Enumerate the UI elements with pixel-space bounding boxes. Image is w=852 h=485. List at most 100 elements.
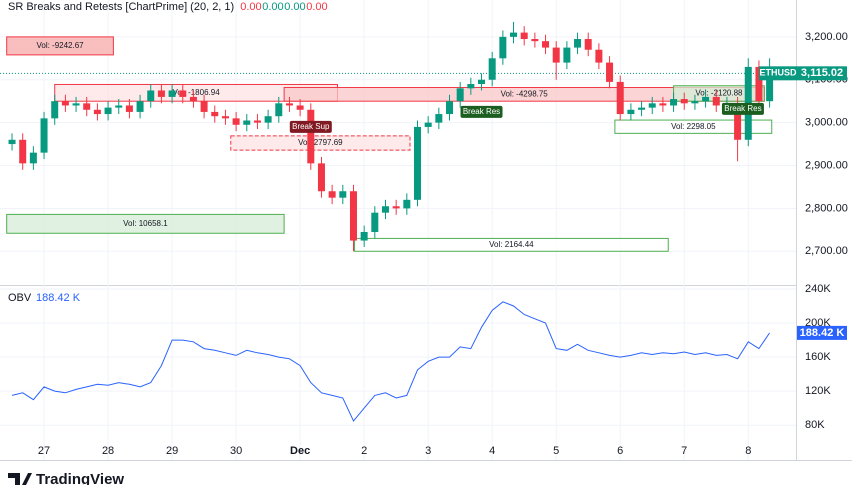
- candle-body: [574, 39, 582, 48]
- candle-body: [616, 81, 624, 115]
- candle-body: [168, 90, 176, 97]
- candle-body: [317, 163, 325, 192]
- break-tag-label: Break Res: [463, 107, 500, 116]
- candle-body: [296, 105, 304, 110]
- symbol-label: ETHUSD: [759, 68, 797, 78]
- candle-body: [381, 206, 389, 213]
- x-tick-label: 8: [745, 445, 751, 457]
- candle-body: [328, 191, 336, 198]
- zone-label: Vol: -1806.94: [173, 88, 221, 97]
- x-tick-label: Dec: [290, 445, 310, 457]
- symbol-badge: [759, 66, 797, 81]
- candle-body: [542, 41, 550, 48]
- candle-body: [232, 118, 240, 125]
- candle-body: [403, 199, 411, 209]
- candle-body: [648, 103, 656, 108]
- zone-label: Vol: -9242.67: [36, 41, 84, 50]
- obv-title: OBV: [8, 292, 32, 304]
- sr-zone: [354, 237, 669, 252]
- x-tick-label: 6: [617, 445, 623, 457]
- price-badge: [797, 66, 847, 81]
- zone-label: Vol: -4298.75: [501, 89, 549, 98]
- candle-body: [8, 139, 16, 145]
- candle-body: [531, 39, 539, 42]
- x-tick-label: 5: [553, 445, 559, 457]
- candle-body: [285, 103, 293, 106]
- candle-body: [499, 36, 507, 59]
- candle-body: [40, 118, 48, 153]
- candle-body: [243, 120, 251, 125]
- y-tick-label: 2,900.00: [805, 159, 848, 171]
- indicator-value: 0.00: [262, 1, 283, 13]
- candle-body: [606, 62, 614, 82]
- candle-body: [275, 103, 283, 117]
- candle-body: [211, 111, 219, 117]
- candle-body: [61, 101, 69, 106]
- candle-body: [349, 191, 357, 241]
- price-label: 3,115.02: [801, 67, 843, 79]
- y-tick-label: 240K: [805, 283, 831, 295]
- candle-body: [360, 231, 368, 241]
- candle-body: [552, 47, 560, 63]
- indicator-value: 0.00: [240, 1, 261, 13]
- x-tick-label: 29: [166, 445, 178, 457]
- candle-body: [446, 101, 454, 115]
- candle-body: [413, 126, 421, 200]
- candle-body: [72, 103, 80, 106]
- candle-body: [435, 114, 443, 123]
- y-tick-label: 120K: [805, 385, 831, 397]
- y-tick-label: 160K: [805, 351, 831, 363]
- obv-badge: [797, 325, 847, 340]
- y-tick-label: 80K: [805, 419, 825, 431]
- candle-body: [29, 152, 37, 164]
- candle-body: [456, 88, 464, 102]
- candle-body: [157, 90, 165, 97]
- candle-body: [755, 66, 763, 102]
- candle-body: [339, 191, 347, 198]
- x-tick-label: 3: [425, 445, 431, 457]
- break-tag: [460, 105, 503, 118]
- candle-body: [371, 212, 379, 232]
- candle-body: [638, 107, 646, 110]
- break-tag: [289, 120, 332, 133]
- sr-zone: [614, 119, 773, 134]
- candle-body: [189, 96, 197, 102]
- candle-body: [520, 32, 528, 40]
- candle-body: [680, 99, 688, 104]
- plot-layer: Vol: -9242.67 Vol: -1806.94 Vol: -4298.75 V…: [0, 0, 796, 460]
- sr-zone: [6, 36, 114, 56]
- candle-body: [488, 58, 496, 80]
- y-tick-label: 3,000.00: [805, 117, 848, 129]
- x-tick-label: 27: [38, 445, 50, 457]
- candle-body: [734, 103, 742, 140]
- candle-body: [584, 39, 592, 50]
- candle-body: [766, 73, 774, 102]
- candle-body: [691, 101, 699, 104]
- candle-body: [93, 109, 101, 115]
- y-tick-label: 3,200.00: [805, 31, 848, 43]
- break-tag: [721, 102, 764, 115]
- x-tick-label: 4: [489, 445, 495, 457]
- candle-body: [125, 105, 133, 112]
- zone-label: Vol: 10658.1: [123, 219, 168, 228]
- candle-body: [478, 79, 486, 85]
- x-tick-label: 7: [681, 445, 687, 457]
- candle-body: [200, 101, 208, 112]
- candle-body: [424, 122, 432, 127]
- sr-zone: [6, 213, 285, 234]
- break-tag-label: Break Res: [724, 104, 761, 113]
- tradingview-logo: TradingView: [8, 471, 124, 485]
- candle-body: [136, 101, 144, 112]
- candle-body: [659, 103, 667, 106]
- candle-body: [510, 32, 518, 37]
- y-tick-label: 2,800.00: [805, 202, 848, 214]
- candle-body: [179, 90, 187, 97]
- candle-body: [264, 116, 272, 123]
- candle-body: [467, 84, 475, 89]
- logo-text: TradingView: [36, 471, 124, 485]
- obv-value: 188.42 K: [36, 292, 81, 304]
- candle-body: [19, 139, 27, 164]
- indicator-value: 0.00: [284, 1, 305, 13]
- candle-body: [307, 109, 315, 164]
